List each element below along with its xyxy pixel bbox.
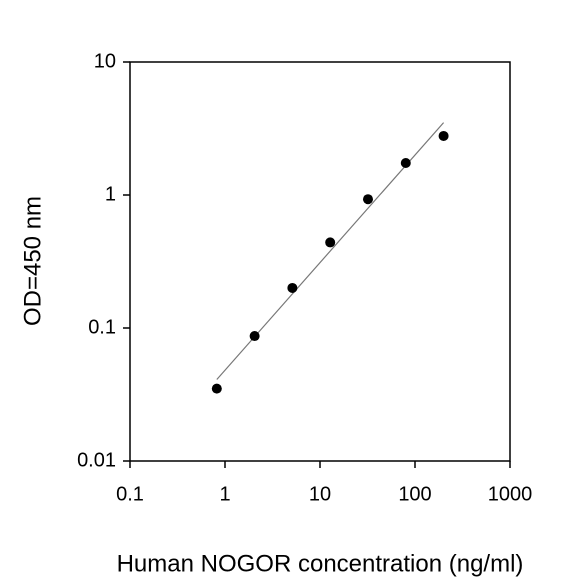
plot-frame — [129, 61, 511, 462]
y-tick-label: 10 — [94, 50, 116, 72]
x-axis-title: Human NOGOR concentration (ng/ml) — [117, 550, 524, 577]
y-axis-title: OD=450 nm — [19, 196, 46, 326]
x-tick-label: 100 — [398, 483, 431, 505]
data-point — [325, 237, 336, 248]
data-point — [400, 158, 411, 169]
x-tick-label: 10 — [309, 483, 331, 505]
data-point — [362, 194, 373, 205]
data-point — [438, 130, 449, 141]
data-point — [287, 282, 298, 293]
data-point — [211, 383, 222, 394]
x-tick-label: 0.1 — [116, 483, 144, 505]
x-tick-label: 1 — [219, 483, 230, 505]
y-tick-label: 1 — [105, 183, 116, 205]
y-tick-label: 0.01 — [77, 449, 116, 471]
y-tick-label: 0.1 — [88, 316, 116, 338]
x-tick-label: 1000 — [488, 483, 533, 505]
data-point — [249, 331, 260, 342]
